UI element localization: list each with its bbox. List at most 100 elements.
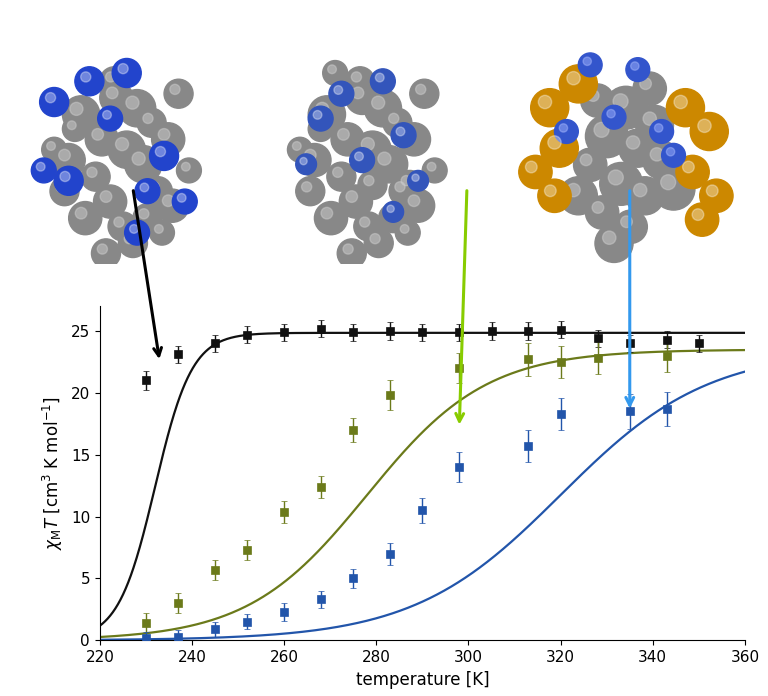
Circle shape <box>150 141 179 171</box>
Circle shape <box>395 182 405 192</box>
Circle shape <box>287 137 313 162</box>
Circle shape <box>296 177 325 206</box>
Circle shape <box>408 195 420 207</box>
Circle shape <box>338 129 349 140</box>
Circle shape <box>364 228 393 258</box>
Circle shape <box>58 150 71 161</box>
Circle shape <box>370 69 396 94</box>
Circle shape <box>137 109 166 137</box>
Circle shape <box>619 129 657 167</box>
Circle shape <box>361 138 374 150</box>
Circle shape <box>358 171 387 200</box>
Circle shape <box>354 131 391 168</box>
Circle shape <box>662 143 686 167</box>
Circle shape <box>172 189 197 214</box>
Circle shape <box>650 120 674 143</box>
Circle shape <box>592 202 604 213</box>
Circle shape <box>45 93 55 103</box>
Circle shape <box>685 203 719 236</box>
Circle shape <box>334 86 343 95</box>
Circle shape <box>397 122 431 156</box>
Circle shape <box>346 191 358 203</box>
Circle shape <box>690 113 728 150</box>
Circle shape <box>177 158 201 183</box>
Circle shape <box>387 205 394 212</box>
Circle shape <box>316 102 329 116</box>
Circle shape <box>112 58 141 88</box>
Circle shape <box>139 209 149 219</box>
Circle shape <box>81 72 91 82</box>
Circle shape <box>631 62 639 70</box>
Circle shape <box>52 143 85 177</box>
Circle shape <box>538 95 551 109</box>
Circle shape <box>170 84 180 95</box>
Circle shape <box>707 185 718 197</box>
Circle shape <box>94 185 127 218</box>
Circle shape <box>62 96 100 133</box>
Circle shape <box>402 189 435 222</box>
Circle shape <box>382 202 403 222</box>
Circle shape <box>607 109 615 118</box>
Circle shape <box>389 177 418 206</box>
Circle shape <box>698 119 711 132</box>
Circle shape <box>554 120 578 143</box>
Circle shape <box>396 171 424 200</box>
Circle shape <box>115 138 128 150</box>
Circle shape <box>331 122 364 156</box>
Circle shape <box>105 72 116 82</box>
Circle shape <box>545 185 556 197</box>
Circle shape <box>304 150 316 161</box>
Circle shape <box>415 84 425 95</box>
Circle shape <box>68 121 76 129</box>
Circle shape <box>118 228 147 258</box>
Circle shape <box>359 217 369 227</box>
Circle shape <box>574 148 607 182</box>
Circle shape <box>98 106 123 131</box>
Circle shape <box>126 96 139 109</box>
Circle shape <box>31 158 56 183</box>
Circle shape <box>538 179 571 212</box>
Circle shape <box>548 136 561 149</box>
Circle shape <box>308 116 333 141</box>
Circle shape <box>100 81 133 114</box>
Circle shape <box>151 122 185 156</box>
Circle shape <box>158 129 170 140</box>
Circle shape <box>321 207 333 219</box>
Circle shape <box>54 166 83 196</box>
Circle shape <box>40 88 68 116</box>
Circle shape <box>150 220 174 245</box>
Circle shape <box>327 162 356 191</box>
X-axis label: temperature [K]: temperature [K] <box>356 671 489 688</box>
Circle shape <box>650 148 664 161</box>
Circle shape <box>581 84 614 117</box>
Circle shape <box>621 216 632 228</box>
Circle shape <box>372 96 385 109</box>
Circle shape <box>370 234 380 244</box>
Circle shape <box>370 145 408 183</box>
Circle shape <box>144 177 172 206</box>
Circle shape <box>181 162 190 171</box>
Circle shape <box>60 171 70 182</box>
Circle shape <box>634 184 647 197</box>
Circle shape <box>118 90 156 127</box>
Y-axis label: $\chi_{\mathrm{M}}T$ [cm$^3$ K mol$^{-1}$]: $\chi_{\mathrm{M}}T$ [cm$^3$ K mol$^{-1}… <box>41 396 65 551</box>
Circle shape <box>614 210 647 244</box>
Circle shape <box>633 72 667 105</box>
Circle shape <box>41 137 67 162</box>
Circle shape <box>382 109 412 137</box>
Circle shape <box>156 189 189 222</box>
Circle shape <box>50 177 79 206</box>
Circle shape <box>118 63 128 74</box>
Circle shape <box>47 141 55 150</box>
Circle shape <box>376 73 384 82</box>
Circle shape <box>654 124 663 132</box>
Circle shape <box>114 217 124 227</box>
Circle shape <box>692 209 703 221</box>
Circle shape <box>108 131 145 168</box>
Circle shape <box>298 143 331 177</box>
Circle shape <box>308 96 346 133</box>
Circle shape <box>162 195 174 207</box>
Circle shape <box>308 106 333 131</box>
Circle shape <box>100 191 112 203</box>
Circle shape <box>427 162 436 171</box>
